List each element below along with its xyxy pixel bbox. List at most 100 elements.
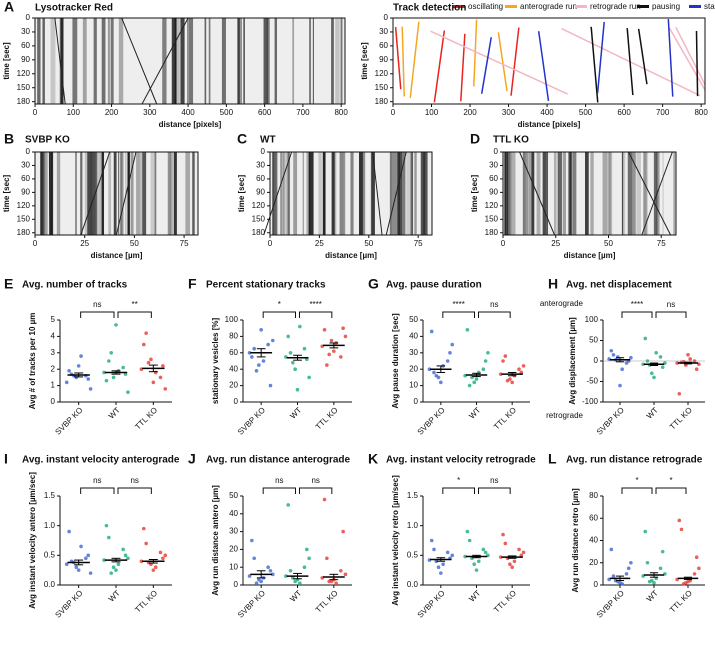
kymograph-stripe <box>82 18 87 104</box>
kymograph-trace <box>141 17 189 105</box>
kymograph-stripe <box>335 18 340 104</box>
kymograph-stripe <box>306 152 311 235</box>
y-tick-label: 60 <box>379 41 388 50</box>
data-point <box>341 529 345 534</box>
track <box>401 26 405 97</box>
data-point <box>626 566 631 571</box>
y-tick-label: 0.0 <box>44 580 56 589</box>
legend-label: anterograde run <box>520 2 577 11</box>
track <box>668 27 706 91</box>
x-tick-label: SVBP KO <box>53 589 84 620</box>
significance-bracket <box>655 311 687 318</box>
y-tick-label: 120 <box>252 201 266 210</box>
kymograph-stripe <box>188 18 194 104</box>
data-point <box>107 535 111 540</box>
data-point <box>146 360 151 365</box>
significance-bracket <box>655 487 687 494</box>
significance-label: ns <box>490 300 498 309</box>
y-tick-label: 0 <box>384 13 389 22</box>
x-tick-label: 0 <box>33 108 38 117</box>
data-point <box>270 572 275 577</box>
data-point <box>334 581 338 586</box>
x-tick-label: 75 <box>657 239 666 248</box>
data-point <box>341 326 345 331</box>
kymograph-stripe <box>530 152 535 235</box>
y-tick-label: 10 <box>409 381 418 390</box>
y-tick-label: 0 <box>26 147 31 156</box>
data-point <box>434 559 439 564</box>
data-point <box>153 565 158 569</box>
kymograph-trace <box>121 17 158 105</box>
significance-label: ns <box>130 476 138 485</box>
data-point <box>107 359 111 363</box>
data-point <box>439 380 443 385</box>
kymograph-stripe <box>391 152 397 235</box>
data-point <box>322 328 327 332</box>
significance-label: ns <box>667 300 675 309</box>
data-point <box>76 568 81 572</box>
kymograph-stripe <box>342 152 346 235</box>
x-tick-label: TTL KO <box>492 406 518 432</box>
y-tick-label: 50 <box>589 336 598 345</box>
x-tick-label: WT <box>645 405 660 420</box>
y-tick-label: 0 <box>594 356 599 365</box>
data-point <box>467 538 472 543</box>
data-point <box>434 373 439 378</box>
data-point <box>302 346 307 351</box>
y-tick-label: 0.0 <box>407 580 419 589</box>
data-point <box>286 503 290 507</box>
data-point <box>441 562 445 567</box>
data-point <box>111 375 116 380</box>
significance-label: * <box>457 476 460 485</box>
x-axis-label: distance [µm] <box>325 251 377 260</box>
kymograph-stripe <box>522 152 526 235</box>
x-axis-label: distance [µm] <box>564 251 616 260</box>
kymograph-stripe <box>312 18 314 104</box>
y-tick-label: 150 <box>252 214 266 223</box>
kymograph-stripe <box>570 152 573 235</box>
kymograph-stripe <box>655 152 660 235</box>
significance-label: ns <box>275 476 283 485</box>
y-tick-label: 90 <box>21 55 30 64</box>
kymograph-trace <box>48 151 51 236</box>
data-point <box>343 334 348 339</box>
track <box>596 21 605 94</box>
x-tick-label: SVBP KO <box>236 406 267 437</box>
y-axis-label: Avg displacement [µm] <box>568 317 577 405</box>
data-point <box>307 375 311 380</box>
data-point <box>521 364 526 368</box>
data-point <box>517 547 521 552</box>
kymograph-stripe <box>127 152 131 235</box>
kymograph-stripe <box>292 18 295 104</box>
y-tick-label: 0 <box>494 147 499 156</box>
kymograph-stripe <box>171 18 177 104</box>
data-point <box>158 375 163 380</box>
data-point <box>270 338 275 343</box>
data-point <box>498 372 503 376</box>
y-tick-label: 90 <box>489 187 498 196</box>
kymograph-stripe <box>169 152 173 235</box>
chart-title: Avg. run distance retrograde <box>566 455 703 466</box>
y-tick-label: 30 <box>379 27 388 36</box>
y-tick-label: 10 <box>229 562 238 571</box>
y-tick-label: 60 <box>229 348 238 357</box>
kymograph-stripe <box>89 152 93 235</box>
kymograph-stripe <box>302 152 305 235</box>
kymograph-stripe <box>389 152 392 235</box>
y-tick-label: -100 <box>582 397 599 406</box>
y-tick-label: -50 <box>586 377 598 386</box>
kymograph-stripe <box>632 152 636 235</box>
y-tick-label: 60 <box>21 174 30 183</box>
kymograph-stripe <box>510 152 516 235</box>
panel-letter: C <box>237 131 247 147</box>
kymograph-stripe <box>221 18 226 104</box>
kymograph-stripe <box>263 18 269 104</box>
y-tick-label: 1.0 <box>407 521 419 530</box>
kymograph-stripe <box>80 152 82 235</box>
data-point <box>692 359 697 363</box>
data-point <box>288 568 293 573</box>
x-tick-label: 700 <box>656 108 670 117</box>
y-tick-label: 3 <box>51 348 56 357</box>
x-tick-label: 400 <box>540 108 554 117</box>
data-point <box>305 547 309 552</box>
